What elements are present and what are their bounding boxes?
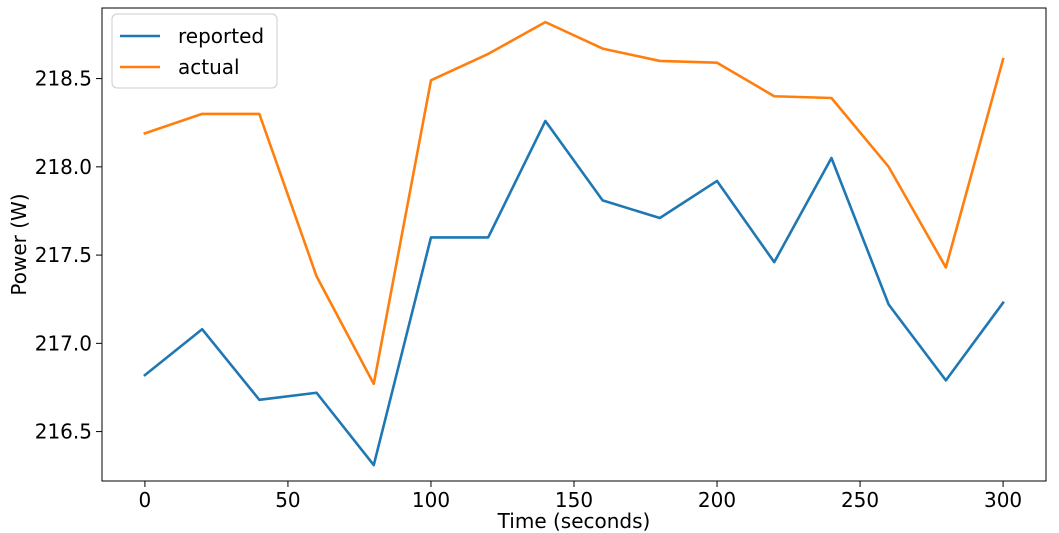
x-tick-label: 150	[555, 488, 593, 512]
x-axis-label: Time (seconds)	[497, 509, 651, 533]
y-tick-label: 216.5	[35, 420, 92, 444]
x-tick-label: 250	[841, 488, 879, 512]
x-axis: 0 50 100 150 200 250 300	[139, 481, 1022, 512]
series-line-actual	[143, 20, 1005, 386]
legend: reported actual	[111, 13, 278, 89]
series-layer	[143, 20, 1005, 467]
legend-label-actual: actual	[178, 55, 240, 79]
legend-box	[111, 13, 278, 89]
legend-label-reported: reported	[178, 24, 264, 48]
x-tick-label: 200	[698, 488, 736, 512]
y-axis-label: Power (W)	[7, 193, 31, 295]
series-line-reported	[143, 119, 1005, 467]
x-tick-label: 50	[275, 488, 300, 512]
x-tick-label: 0	[139, 488, 152, 512]
y-tick-label: 218.0	[35, 155, 92, 179]
y-tick-label: 218.5	[35, 67, 92, 91]
x-tick-label: 300	[984, 488, 1022, 512]
y-tick-label: 217.0	[35, 331, 92, 355]
y-axis: 216.5 217.0 217.5 218.0 218.5	[35, 67, 102, 444]
y-tick-label: 217.5	[35, 243, 92, 267]
x-tick-label: 100	[412, 488, 450, 512]
